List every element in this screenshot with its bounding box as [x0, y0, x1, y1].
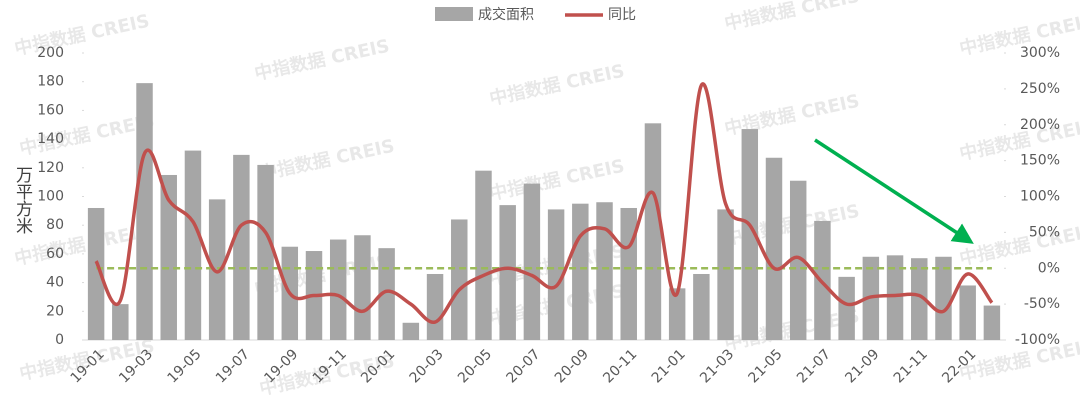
bar — [983, 305, 1001, 340]
x-tick-label: 19-05 — [165, 346, 205, 386]
y-tick-label: 180 — [37, 74, 64, 90]
bar — [741, 129, 759, 340]
x-tick-label: 20-05 — [455, 346, 495, 386]
y2-tick-label: 50% — [1029, 224, 1060, 240]
y2-tick-label: 100% — [1020, 189, 1060, 205]
bar — [208, 199, 226, 340]
y2-tick-label: 250% — [1020, 81, 1060, 97]
bar — [789, 180, 807, 340]
bar — [911, 258, 928, 340]
bar — [378, 248, 395, 340]
watermark: 中指数据 CREIS — [488, 60, 627, 110]
bar — [354, 235, 371, 340]
trend-arrow — [814, 138, 974, 244]
legend-label: 同比 — [608, 7, 636, 23]
bar — [838, 276, 855, 340]
bar — [523, 183, 541, 340]
bar — [499, 205, 516, 340]
bar — [572, 203, 589, 340]
bar — [136, 83, 153, 340]
bar — [644, 123, 662, 340]
y-tick-label: 60 — [46, 246, 64, 262]
bar — [475, 170, 492, 340]
legend-label: 成交面积 — [478, 6, 534, 23]
bar — [668, 288, 686, 340]
watermark: 中指数据 CREIS — [958, 10, 1080, 60]
x-tick-label: 20-09 — [552, 346, 592, 386]
y-tick-label: 80 — [46, 217, 64, 233]
bar — [935, 256, 952, 340]
y2-tick-label: -100% — [1015, 332, 1060, 348]
y-tick-label: 100 — [37, 189, 64, 205]
bar — [620, 207, 637, 340]
y2-tick-label: 0% — [1038, 260, 1060, 276]
y-tick-label: 120 — [37, 160, 64, 176]
bar — [451, 219, 468, 340]
bar — [765, 157, 783, 340]
bar — [184, 150, 202, 340]
y-axis-label: 万平方米 — [12, 166, 33, 234]
bar — [160, 174, 177, 340]
y-tick-label: 160 — [37, 102, 64, 118]
watermark: 中指数据 CREIS — [253, 35, 392, 85]
watermark: 中指数据 CREIS — [13, 10, 152, 60]
watermark: 中指数据 CREIS — [723, 0, 862, 35]
bar — [717, 209, 734, 340]
bar — [959, 285, 976, 340]
x-tick-label: 21-09 — [842, 346, 882, 386]
legend-swatch — [435, 7, 473, 21]
bar — [257, 164, 274, 340]
y-tick-label: 0 — [55, 332, 64, 348]
y-tick-label: 200 — [37, 45, 64, 61]
x-tick-label: 21-11 — [891, 346, 931, 386]
x-tick-label: 20-03 — [407, 346, 447, 386]
bar — [426, 273, 444, 340]
y2-tick-label: 300% — [1020, 45, 1060, 61]
bar — [886, 255, 904, 340]
y-tick-label: 40 — [46, 275, 64, 291]
x-tick-label: 20-11 — [600, 346, 640, 386]
y2-tick-label: 200% — [1020, 117, 1060, 133]
watermark: 中指数据 CREIS — [958, 220, 1080, 270]
x-tick-label: 20-07 — [503, 346, 543, 386]
watermark: 中指数据 CREIS — [258, 135, 397, 185]
y2-tick-label: 150% — [1020, 153, 1060, 169]
bar — [233, 154, 250, 340]
bar — [329, 239, 347, 340]
x-tick-label: 21-05 — [746, 346, 786, 386]
watermark: 中指数据 CREIS — [958, 115, 1080, 165]
bar — [693, 273, 710, 340]
bar — [112, 304, 129, 340]
bar — [596, 202, 613, 340]
y-tick-label: 20 — [46, 303, 64, 319]
bar — [402, 322, 420, 340]
bar — [87, 207, 105, 340]
bar — [547, 209, 565, 340]
y2-tick-label: -50% — [1024, 296, 1060, 312]
x-tick-label: 21-07 — [794, 346, 834, 386]
y-tick-label: 140 — [37, 131, 64, 147]
x-tick-label: 19-07 — [213, 346, 253, 386]
x-tick-label: 21-01 — [649, 346, 689, 386]
watermark: 中指数据 CREIS — [488, 155, 627, 205]
line — [94, 82, 994, 324]
x-tick-label: 21-03 — [697, 346, 737, 386]
